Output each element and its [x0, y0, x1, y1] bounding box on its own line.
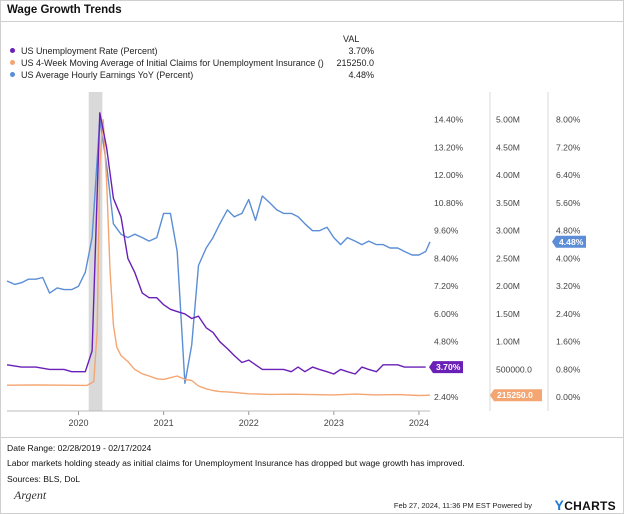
y-tick-label-left: 14.40% — [434, 115, 464, 125]
badge-shape — [552, 235, 586, 248]
timestamp: Feb 27, 2024, 11:36 PM EST Powered by — [393, 501, 532, 510]
line-chart: 202020212022202320242.40%3.60%4.80%6.00%… — [6, 92, 586, 428]
value-badge-1: 215250.0 — [490, 389, 542, 402]
y-tick-label-middle: 1.00M — [496, 337, 520, 347]
y-tick-label-middle: 2.50M — [496, 253, 520, 263]
legend-label: US Average Hourly Earnings YoY (Percent) — [21, 70, 194, 80]
chart-title: Wage Growth Trends — [7, 4, 122, 16]
legend-item-unemployment[interactable]: US Unemployment Rate (Percent) 3.70% — [10, 45, 380, 57]
y-tick-label-right: 7.20% — [556, 142, 581, 152]
y-tick-label-middle: 4.50M — [496, 142, 520, 152]
y-tick-label-middle: 3.00M — [496, 226, 520, 236]
y-tick-label-right: 8.00% — [556, 115, 581, 125]
y-tick-label-right: 4.80% — [556, 226, 581, 236]
x-tick-label: 2021 — [154, 418, 174, 428]
value-badge-0: 3.70% — [429, 361, 463, 374]
y-tick-label-left: 9.60% — [434, 226, 459, 236]
legend-value: 4.48% — [348, 70, 374, 80]
legend-value: 3.70% — [348, 46, 374, 56]
y-tick-label-left: 10.80% — [434, 198, 464, 208]
y-tick-label-right: 6.40% — [556, 170, 581, 180]
sources: Sources: BLS, DoL — [7, 474, 81, 484]
claims-dot-icon — [10, 60, 15, 65]
badge-label: 4.48% — [559, 237, 584, 247]
footer-divider — [0, 437, 624, 438]
value-badge-2: 4.48% — [552, 235, 586, 248]
legend-label: US Unemployment Rate (Percent) — [21, 46, 158, 56]
y-tick-label-left: 4.80% — [434, 337, 459, 347]
legend-label: US 4-Week Moving Average of Initial Clai… — [21, 58, 324, 68]
y-tick-label-middle: 2.00M — [496, 281, 520, 291]
y-tick-label-right: 2.40% — [556, 309, 581, 319]
badge-shape — [490, 389, 542, 402]
argent-logo: Argent — [14, 488, 47, 502]
badge-label: 3.70% — [436, 362, 461, 372]
y-tick-label-left: 12.00% — [434, 170, 464, 180]
y-tick-label-middle: 5.00M — [496, 115, 520, 125]
y-tick-label-left: 2.40% — [434, 392, 459, 402]
unemployment-dot-icon — [10, 48, 15, 53]
legend-item-hourly-earnings[interactable]: US Average Hourly Earnings YoY (Percent)… — [10, 69, 380, 81]
y-tick-label-left: 6.00% — [434, 309, 459, 319]
value-header: VAL — [343, 34, 360, 44]
series-line-2 — [6, 119, 431, 384]
earnings-dot-icon — [10, 72, 15, 77]
y-tick-label-middle: 500000.0 — [496, 364, 532, 374]
y-tick-label-left: 8.40% — [434, 253, 459, 263]
y-tick-label-left: 13.20% — [434, 142, 464, 152]
badge-label: 215250.0 — [497, 390, 533, 400]
x-tick-label: 2024 — [409, 418, 429, 428]
y-tick-label-right: 0.80% — [556, 364, 581, 374]
y-tick-label-left: 7.20% — [434, 281, 459, 291]
ycharts-logo: YCHARTS — [554, 497, 616, 513]
date-range: Date Range: 02/28/2019 - 02/17/2024 — [7, 443, 152, 453]
y-tick-label-right: 5.60% — [556, 198, 581, 208]
x-tick-label: 2023 — [324, 418, 344, 428]
title-divider — [0, 21, 624, 22]
legend-value: 215250.0 — [336, 58, 374, 68]
legend-item-initial-claims[interactable]: US 4-Week Moving Average of Initial Clai… — [10, 57, 380, 69]
y-tick-label-middle: 3.50M — [496, 198, 520, 208]
y-tick-label-right: 4.00% — [556, 253, 581, 263]
chart-note: Labor markets holding steady as initial … — [7, 458, 465, 468]
y-tick-label-middle: 4.00M — [496, 170, 520, 180]
y-tick-label-right: 1.60% — [556, 337, 581, 347]
y-tick-label-middle: 1.50M — [496, 309, 520, 319]
series-line-0 — [6, 112, 426, 375]
badge-shape — [429, 361, 463, 374]
y-tick-label-right: 0.00% — [556, 392, 581, 402]
x-tick-label: 2020 — [68, 418, 88, 428]
x-tick-label: 2022 — [239, 418, 259, 428]
series-line-1 — [6, 119, 431, 397]
y-tick-label-right: 3.20% — [556, 281, 581, 291]
